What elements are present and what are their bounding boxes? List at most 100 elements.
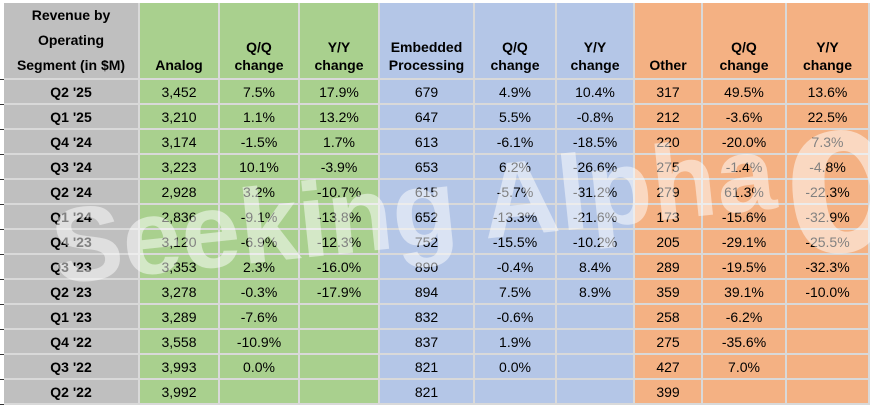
analog-qq-cell: -6.9% bbox=[220, 230, 300, 255]
table-row: Q1 '25 3,210 1.1% 13.2% 647 5.5% -0.8% 2… bbox=[0, 105, 870, 130]
row-edge-tick bbox=[0, 230, 4, 255]
embedded-revenue-cell: 890 bbox=[380, 255, 475, 280]
row-edge-tick bbox=[0, 105, 4, 130]
embedded-yy-cell: 10.4% bbox=[557, 80, 635, 105]
analog-qq-cell: -0.3% bbox=[220, 280, 300, 305]
analog-revenue-cell: 2,928 bbox=[140, 180, 220, 205]
quarter-label: Q4 '24 bbox=[4, 130, 140, 155]
embedded-revenue-cell: 821 bbox=[380, 355, 475, 380]
other-qq-cell: 61.3% bbox=[703, 180, 787, 205]
analog-yy-cell: -12.3% bbox=[300, 230, 380, 255]
other-revenue-cell: 279 bbox=[635, 180, 703, 205]
embedded-revenue-cell: 653 bbox=[380, 155, 475, 180]
quarter-label: Q1 '24 bbox=[4, 205, 140, 230]
quarter-label: Q2 '25 bbox=[4, 80, 140, 105]
analog-yy-cell: -13.8% bbox=[300, 205, 380, 230]
other-qq-cell: -15.6% bbox=[703, 205, 787, 230]
embedded-qq-cell: -13.3% bbox=[475, 205, 557, 230]
analog-revenue-cell: 3,120 bbox=[140, 230, 220, 255]
other-yy-cell: -32.9% bbox=[787, 205, 870, 230]
analog-qq-cell: 0.0% bbox=[220, 355, 300, 380]
embedded-revenue-cell: 615 bbox=[380, 180, 475, 205]
quarter-label: Q3 '24 bbox=[4, 155, 140, 180]
quarter-label: Q3 '23 bbox=[4, 255, 140, 280]
analog-yy-cell: 17.9% bbox=[300, 80, 380, 105]
other-yy-cell: -25.5% bbox=[787, 230, 870, 255]
embedded-qq-cell: 4.9% bbox=[475, 80, 557, 105]
other-qq-cell: -20.0% bbox=[703, 130, 787, 155]
table-row: Q1 '23 3,289 -7.6% 832 -0.6% 258 -6.2% bbox=[0, 305, 870, 330]
row-edge-tick bbox=[0, 330, 4, 355]
col-header-analog: Analog bbox=[140, 3, 220, 80]
embedded-yy-cell: -31.2% bbox=[557, 180, 635, 205]
other-revenue-cell: 317 bbox=[635, 80, 703, 105]
embedded-revenue-cell: 832 bbox=[380, 305, 475, 330]
table-row: Q2 '25 3,452 7.5% 17.9% 679 4.9% 10.4% 3… bbox=[0, 80, 870, 105]
row-edge-tick bbox=[0, 130, 4, 155]
analog-revenue-cell: 2,836 bbox=[140, 205, 220, 230]
embedded-revenue-cell: 679 bbox=[380, 80, 475, 105]
analog-qq-cell: -1.5% bbox=[220, 130, 300, 155]
embedded-yy-cell bbox=[557, 355, 635, 380]
analog-revenue-cell: 3,992 bbox=[140, 380, 220, 405]
other-revenue-cell: 359 bbox=[635, 280, 703, 305]
other-revenue-cell: 275 bbox=[635, 155, 703, 180]
analog-qq-cell: 3.2% bbox=[220, 180, 300, 205]
other-yy-cell bbox=[787, 330, 870, 355]
other-revenue-cell: 220 bbox=[635, 130, 703, 155]
other-qq-cell: -19.5% bbox=[703, 255, 787, 280]
table-row: Q1 '24 2,836 -9.1% -13.8% 652 -13.3% -21… bbox=[0, 205, 870, 230]
quarter-label: Q4 '23 bbox=[4, 230, 140, 255]
left-margin bbox=[0, 3, 4, 80]
analog-qq-cell: -10.9% bbox=[220, 330, 300, 355]
other-qq-cell: -1.4% bbox=[703, 155, 787, 180]
other-yy-cell: -4.8% bbox=[787, 155, 870, 180]
embedded-yy-cell: 8.4% bbox=[557, 255, 635, 280]
embedded-yy-cell: -10.2% bbox=[557, 230, 635, 255]
other-revenue-cell: 275 bbox=[635, 330, 703, 355]
col-header-other-qq: Q/Q change bbox=[703, 3, 787, 80]
quarter-label: Q2 '23 bbox=[4, 280, 140, 305]
embedded-yy-cell bbox=[557, 330, 635, 355]
col-header-other-yy: Y/Y change bbox=[787, 3, 870, 80]
embedded-qq-cell: -0.4% bbox=[475, 255, 557, 280]
embedded-revenue-cell: 837 bbox=[380, 330, 475, 355]
other-revenue-cell: 289 bbox=[635, 255, 703, 280]
embedded-yy-cell: -26.6% bbox=[557, 155, 635, 180]
embedded-yy-cell: -18.5% bbox=[557, 130, 635, 155]
col-header-embedded: Embedded Processing bbox=[380, 3, 475, 80]
analog-yy-cell: 1.7% bbox=[300, 130, 380, 155]
table-row: Q4 '24 3,174 -1.5% 1.7% 613 -6.1% -18.5%… bbox=[0, 130, 870, 155]
other-yy-cell bbox=[787, 380, 870, 405]
quarter-label: Q1 '25 bbox=[4, 105, 140, 130]
embedded-yy-cell: 8.9% bbox=[557, 280, 635, 305]
embedded-qq-cell: 6.2% bbox=[475, 155, 557, 180]
embedded-qq-cell: -0.6% bbox=[475, 305, 557, 330]
col-header-other: Other bbox=[635, 3, 703, 80]
embedded-yy-cell: -0.8% bbox=[557, 105, 635, 130]
quarter-label: Q4 '22 bbox=[4, 330, 140, 355]
analog-qq-cell: 2.3% bbox=[220, 255, 300, 280]
other-yy-cell: -32.3% bbox=[787, 255, 870, 280]
quarter-label: Q1 '23 bbox=[4, 305, 140, 330]
other-yy-cell bbox=[787, 305, 870, 330]
other-yy-cell: -10.0% bbox=[787, 280, 870, 305]
analog-qq-cell bbox=[220, 380, 300, 405]
other-yy-cell: 22.5% bbox=[787, 105, 870, 130]
analog-qq-cell: 1.1% bbox=[220, 105, 300, 130]
other-qq-cell: -3.6% bbox=[703, 105, 787, 130]
other-revenue-cell: 173 bbox=[635, 205, 703, 230]
embedded-revenue-cell: 821 bbox=[380, 380, 475, 405]
table-body: Q2 '25 3,452 7.5% 17.9% 679 4.9% 10.4% 3… bbox=[0, 80, 870, 405]
embedded-revenue-cell: 752 bbox=[380, 230, 475, 255]
analog-yy-cell bbox=[300, 355, 380, 380]
embedded-yy-cell: -21.6% bbox=[557, 205, 635, 230]
table-row: Q4 '23 3,120 -6.9% -12.3% 752 -15.5% -10… bbox=[0, 230, 870, 255]
analog-yy-cell bbox=[300, 380, 380, 405]
other-revenue-cell: 399 bbox=[635, 380, 703, 405]
row-edge-tick bbox=[0, 355, 4, 380]
other-qq-cell: 49.5% bbox=[703, 80, 787, 105]
other-revenue-cell: 427 bbox=[635, 355, 703, 380]
table-row: Q3 '24 3,223 10.1% -3.9% 653 6.2% -26.6%… bbox=[0, 155, 870, 180]
